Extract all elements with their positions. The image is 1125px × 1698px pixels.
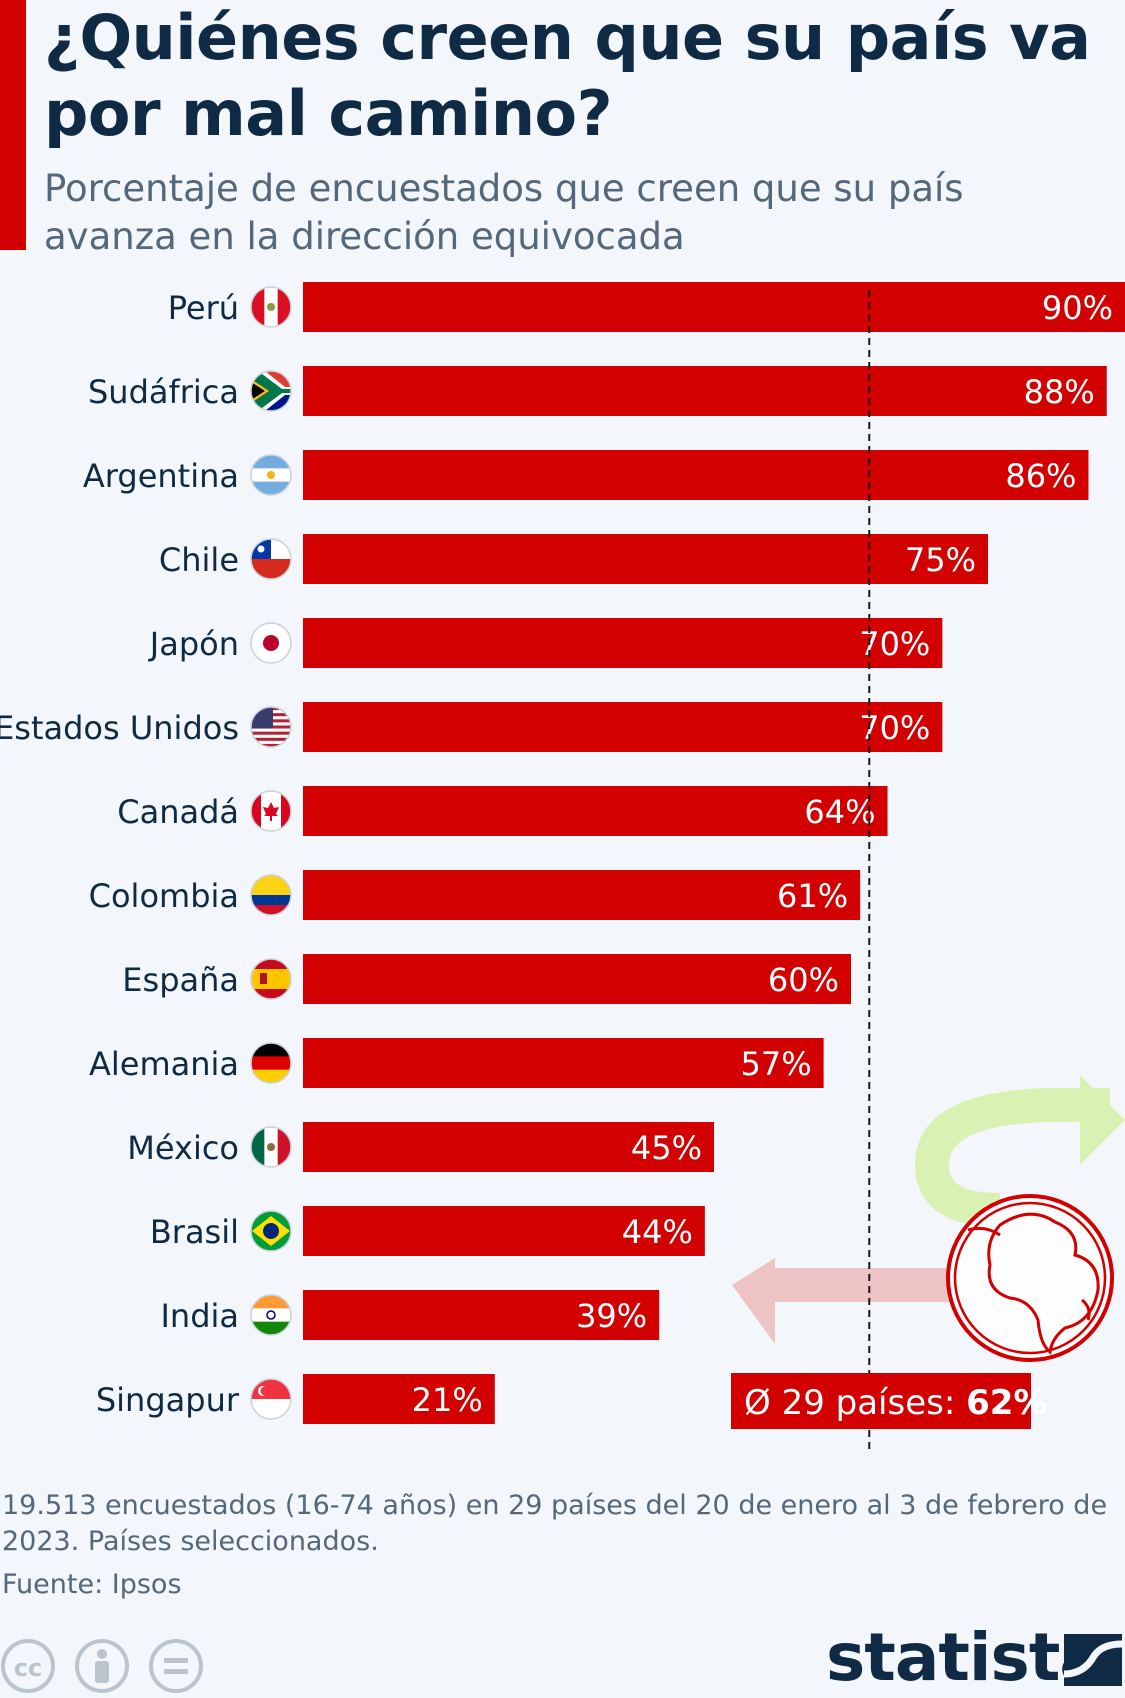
by-icon[interactable] [75,1639,129,1693]
singapore-flag-icon [250,1378,292,1420]
category-label: Colombia [89,877,239,915]
category-label: Perú [168,289,239,327]
value-label: 61% [777,877,848,915]
license-icons[interactable]: cc [0,1636,210,1696]
south-africa-flag-icon [250,370,292,412]
average-label: Ø 29 países: 62% [731,1373,1048,1429]
bar-row: Singapur 21% [96,1374,495,1424]
bar [303,450,1089,500]
bar-row: Colombia 61% [89,870,861,920]
category-label: Singapur [96,1381,240,1419]
green-arrow-icon [914,1088,1110,1227]
footnote: 19.513 encuestados (16-74 años) en 29 pa… [2,1490,1108,1557]
category-label: India [160,1297,239,1335]
red-arrowhead-icon [732,1258,775,1344]
category-label: Alemania [89,1045,239,1083]
bar [303,1290,660,1340]
value-label: 64% [804,793,875,831]
chart-title: ¿Quiénes creen que su país va por mal ca… [44,1,1091,150]
bar-row: India 39% [160,1290,660,1340]
statista-logo[interactable]: statista [826,1619,1104,1696]
argentina-flag-icon [250,454,292,496]
bar-row: Japón 70% [148,618,943,668]
value-label: 70% [859,625,930,663]
bar [303,702,943,752]
value-label: 21% [412,1381,483,1419]
colombia-flag-icon [250,874,292,916]
bar [303,1374,495,1424]
canada-flag-icon [250,790,292,832]
category-label: Canadá [117,793,239,831]
value-label: 60% [768,961,839,999]
svg-text:cc: cc [14,1654,42,1682]
bar [303,366,1107,416]
globe-icon [946,1194,1114,1362]
category-label: México [127,1129,239,1167]
bar-row: España 60% [122,954,851,1004]
mexico-flag-icon [250,1126,292,1168]
value-label: 57% [740,1045,811,1083]
bar-row: Alemania 57% [89,1038,824,1088]
value-label: 39% [576,1297,647,1335]
peru-flag-icon [250,286,292,328]
category-label: Sudáfrica [88,373,239,411]
bar-chart: Perú 90% Sudáfrica 88% Argentina 86% Chile 75% J… [0,282,1125,1450]
japan-flag-icon [250,622,292,664]
germany-flag-icon [250,1042,292,1084]
bar [303,1038,824,1088]
value-label: 45% [631,1129,702,1167]
chart-subtitle: Porcentaje de encuestados que creen que … [44,167,964,258]
bar [303,1122,714,1172]
bar-row: Estados Unidos 70% [0,702,943,752]
category-label: Chile [159,541,239,579]
category-label: Estados Unidos [0,709,239,747]
bar-row: Perú 90% [168,282,1125,332]
usa-flag-icon [250,706,292,748]
bar-row: México 45% [127,1122,714,1172]
category-label: Brasil [150,1213,239,1251]
cc-icon[interactable]: cc [1,1639,55,1693]
bar [303,786,888,836]
category-label: Argentina [83,457,239,495]
bar [303,282,1125,332]
value-label: 86% [1005,457,1076,495]
green-arrowhead-icon [1080,1075,1125,1165]
spain-flag-icon [250,958,292,1000]
bar [303,534,988,584]
statista-wave-icon [1064,1634,1122,1686]
brazil-flag-icon [250,1210,292,1252]
source-note: Fuente: Ipsos [2,1569,182,1600]
category-label: España [122,961,239,999]
bar-row: Canadá 64% [117,786,888,836]
chile-flag-icon [250,538,292,580]
bar-row: Brasil 44% [150,1206,705,1256]
accent-bar [0,0,26,250]
india-flag-icon [250,1294,292,1336]
bar-row: Sudáfrica 88% [88,366,1107,416]
nd-icon[interactable] [149,1639,203,1693]
value-label: 88% [1024,373,1095,411]
bar-row: Argentina 86% [83,450,1089,500]
svg-text:Ø 29 países: 62%: Ø 29 países: 62% [744,1383,1048,1423]
category-label: Japón [148,625,239,663]
direction-illustration [732,1075,1125,1362]
bar [303,870,861,920]
value-label: 44% [622,1213,693,1251]
value-label: 70% [859,709,930,747]
value-label: 90% [1042,289,1113,327]
bar [303,954,851,1004]
bar-row: Chile 75% [159,534,988,584]
bar [303,1206,705,1256]
value-label: 75% [905,541,976,579]
bar [303,618,943,668]
